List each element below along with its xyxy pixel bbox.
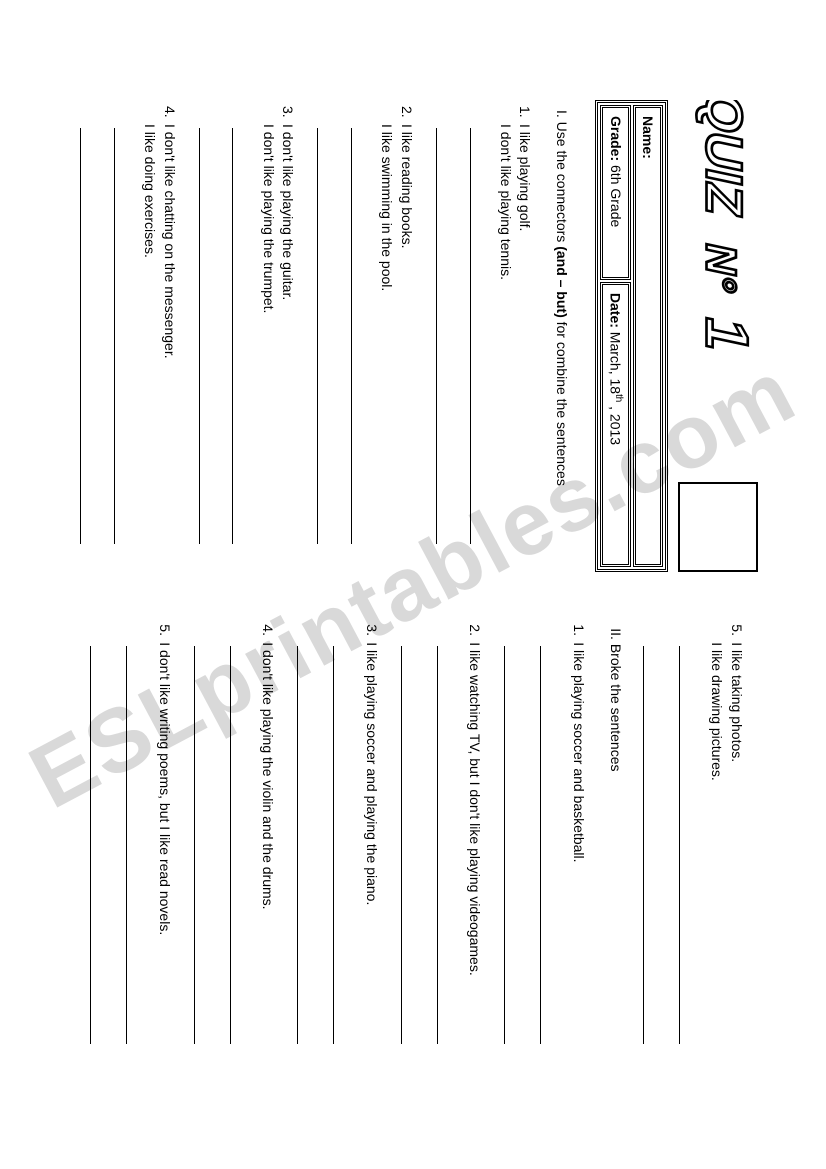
- answer-blank[interactable]: [643, 646, 659, 1044]
- item-num: 5.: [726, 624, 746, 642]
- answer-blank[interactable]: [126, 646, 142, 1044]
- section1-bold: (and – but): [554, 246, 570, 318]
- item-line-b: I like drawing pictures.: [709, 642, 725, 781]
- s1-item: 1.I like playing golf. I don't like play…: [495, 124, 534, 572]
- item-line-a: I don't like chatting on the messenger.: [162, 124, 178, 359]
- answer-blank[interactable]: [194, 646, 210, 1044]
- date-label: Date:: [607, 292, 623, 327]
- right-column: 5.I like taking photos. I like drawing p…: [68, 610, 758, 1070]
- item-num: 5.: [154, 624, 174, 642]
- item-line-b: I don't like playing the trumpet.: [261, 124, 277, 313]
- answer-blank[interactable]: [232, 128, 246, 544]
- s1-item: 5.I like taking photos. I like drawing p…: [707, 642, 746, 1070]
- item-line-b: I like doing exercises.: [142, 124, 158, 258]
- answer-blank[interactable]: [297, 646, 313, 1044]
- date-tail: , 2013: [607, 402, 623, 445]
- title-row: QUIZ N° 1: [678, 100, 758, 572]
- answer-blank[interactable]: [437, 646, 453, 1044]
- header-table: Name: Grade: 6th Grade Date: March, 18th…: [595, 100, 668, 572]
- item-num: 4.: [258, 624, 278, 642]
- item-line-b: I don't like playing tennis.: [498, 124, 514, 280]
- answer-blank[interactable]: [317, 128, 331, 544]
- item-line-a: I like reading books.: [399, 124, 415, 249]
- s1-item: 4.I don't like chatting on the messenger…: [139, 124, 178, 572]
- s2-item: 1.I like playing soccer and basketball.: [568, 642, 588, 1070]
- item-text: I don't like playing the violin and the …: [260, 642, 276, 909]
- name-label: Name:: [640, 116, 656, 159]
- answer-blank[interactable]: [90, 646, 106, 1044]
- header-date-cell: Date: March, 18th , 2013: [600, 281, 631, 566]
- left-column: QUIZ N° 1 Name: Gr: [68, 100, 758, 580]
- item-num: 3.: [278, 106, 298, 124]
- item-text: I like playing soccer and playing the pi…: [364, 642, 380, 905]
- item-num: 2.: [465, 624, 485, 642]
- title-quiz: QUIZ: [695, 100, 752, 222]
- s2-item: 3.I like playing soccer and playing the …: [361, 642, 381, 1070]
- s1-item: 2.I like reading books. I like swimming …: [377, 124, 416, 572]
- section1-suffix: for combine the sentences: [554, 317, 570, 485]
- s2-item: 2.I like watching TV, but I don't like p…: [465, 642, 485, 1070]
- answer-blank[interactable]: [199, 128, 213, 544]
- grade-value: 6th Grade: [608, 161, 624, 227]
- item-num: 1.: [515, 106, 535, 124]
- score-box: [678, 482, 758, 572]
- answer-blank[interactable]: [230, 646, 246, 1044]
- item-num: 3.: [361, 624, 381, 642]
- worksheet: QUIZ N° 1 Name: Gr: [43, 60, 783, 1110]
- header-name-cell: Name:: [633, 105, 663, 567]
- item-text: I don't like writing poems, but I like r…: [157, 642, 173, 935]
- quiz-title: QUIZ N° 1: [683, 100, 758, 464]
- columns: QUIZ N° 1 Name: Gr: [68, 100, 758, 1070]
- date-value: March, 18: [607, 327, 623, 393]
- s1-item: 3.I don't like playing the guitar. I don…: [258, 124, 297, 572]
- item-line-a: I don't like playing the guitar.: [280, 124, 296, 300]
- s2-item: 4.I don't like playing the violin and th…: [258, 642, 278, 1070]
- answer-blank[interactable]: [679, 646, 695, 1044]
- answer-blank[interactable]: [114, 128, 128, 544]
- section2-heading: II. Broke the sentences: [606, 628, 625, 1070]
- answer-blank[interactable]: [540, 646, 556, 1044]
- answer-blank[interactable]: [470, 128, 484, 544]
- answer-blank[interactable]: [504, 646, 520, 1044]
- item-line-b: I like swimming in the pool.: [379, 124, 395, 291]
- item-line-a: I like playing golf.: [517, 124, 533, 231]
- item-line-a: I like taking photos.: [729, 642, 745, 762]
- page: ESLprintables.com QUIZ N° 1: [0, 0, 826, 1169]
- answer-blank[interactable]: [333, 646, 349, 1044]
- item-text: I like watching TV, but I don't like pla…: [467, 642, 483, 975]
- section1-heading: I. Use the connectors (and – but) for co…: [552, 110, 571, 572]
- item-text: I like playing soccer and basketball.: [571, 642, 587, 862]
- title-num: 1: [694, 311, 758, 359]
- item-num: 1.: [568, 624, 588, 642]
- section1-prefix: I. Use the connectors: [554, 110, 570, 246]
- answer-blank[interactable]: [80, 128, 94, 544]
- item-num: 4.: [159, 106, 179, 124]
- answer-blank[interactable]: [401, 646, 417, 1044]
- item-num: 2.: [396, 106, 416, 124]
- s2-item: 5.I don't like writing poems, but I like…: [154, 642, 174, 1070]
- answer-blank[interactable]: [351, 128, 365, 544]
- answer-blank[interactable]: [436, 128, 450, 544]
- grade-label: Grade:: [608, 116, 624, 161]
- header-grade-cell: Grade: 6th Grade: [600, 105, 631, 280]
- date-suffix: th: [613, 394, 624, 402]
- title-ndeg: N°: [697, 239, 744, 297]
- svg-text:QUIZ N°: QUIZ N° 1: [694, 100, 758, 359]
